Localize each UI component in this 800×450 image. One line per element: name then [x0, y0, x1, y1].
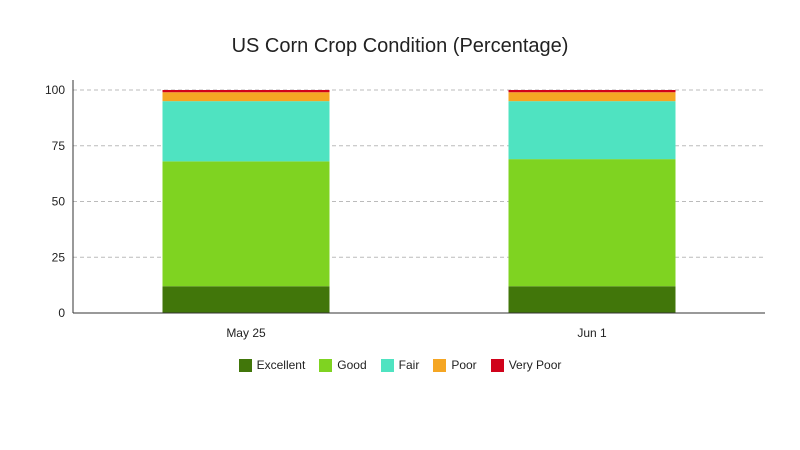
legend-label: Fair: [398, 358, 420, 372]
bar-segment-fair: [162, 101, 330, 162]
bar-segment-fair: [508, 101, 676, 160]
x-tick-label: Jun 1: [577, 326, 607, 340]
bar-segment-good: [162, 161, 330, 287]
legend-label: Very Poor: [508, 358, 562, 372]
bar-segment-excellent: [508, 286, 676, 313]
legend-item[interactable]: Good: [319, 358, 367, 372]
legend-label: Good: [337, 358, 367, 372]
y-tick-label: 25: [52, 250, 66, 264]
y-tick-label: 75: [52, 139, 66, 153]
legend-item[interactable]: Excellent: [238, 358, 306, 372]
legend-swatch: [380, 358, 394, 372]
legend-label: Excellent: [256, 358, 306, 372]
legend-item[interactable]: Very Poor: [490, 358, 562, 372]
legend-item[interactable]: Poor: [433, 358, 477, 372]
bars: [162, 90, 676, 313]
axes: 0 25 50 75 100 May 25 Jun 1: [45, 80, 765, 340]
bar-segment-poor: [162, 92, 330, 102]
bar-segment-very-poor: [162, 90, 330, 93]
legend-label: Poor: [451, 358, 477, 372]
y-tick-label: 0: [58, 306, 65, 320]
x-tick-label: May 25: [226, 326, 266, 340]
legend-swatch: [319, 358, 333, 372]
chart-title: US Corn Crop Condition (Percentage): [231, 35, 569, 57]
bar-segment-poor: [508, 92, 676, 102]
legend-swatch: [433, 358, 447, 372]
y-tick-label: 50: [52, 195, 66, 209]
legend-item[interactable]: Fair: [380, 358, 420, 372]
bar-segment-excellent: [162, 286, 330, 313]
legend: Excellent Good Fair Poor Very Poor: [0, 358, 800, 372]
legend-swatch: [238, 358, 252, 372]
bar-segment-good: [508, 159, 676, 287]
bar-segment-very-poor: [508, 90, 676, 93]
y-tick-label: 100: [45, 83, 65, 97]
legend-swatch: [490, 358, 504, 372]
